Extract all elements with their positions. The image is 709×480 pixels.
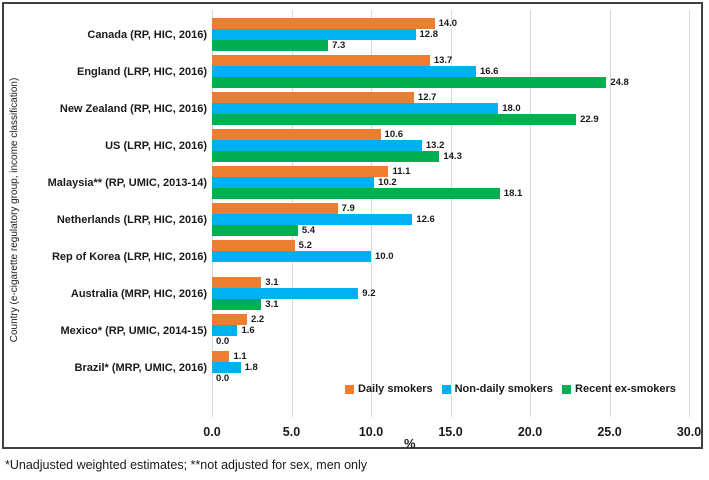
category-label: Mexico* (RP, UMIC, 2014-15) <box>60 324 207 337</box>
bar-non-daily-smokers <box>212 214 413 225</box>
value-label: 9.2 <box>362 288 376 299</box>
x-tick-label: 0.0 <box>203 425 221 439</box>
value-label: 18.1 <box>503 188 523 199</box>
gridline <box>530 10 531 417</box>
bar-non-daily-smokers <box>212 362 241 373</box>
category-label: Brazil* (MRP, UMIC, 2016) <box>74 361 207 374</box>
x-tick-label: 25.0 <box>597 425 622 439</box>
category-label: England (LRP, HIC, 2016) <box>77 65 207 78</box>
value-label: 12.8 <box>419 29 439 40</box>
legend-swatch-icon <box>345 384 354 394</box>
x-tick-label: 20.0 <box>517 425 543 439</box>
bar-non-daily-smokers <box>212 103 499 114</box>
value-label: 13.7 <box>433 55 453 66</box>
value-label: 5.2 <box>298 240 312 251</box>
value-label: 12.7 <box>417 92 437 103</box>
x-tick-label: 10.0 <box>358 425 384 439</box>
x-axis-title: % <box>404 436 416 451</box>
bar-recent-ex-smokers <box>212 151 440 162</box>
value-label: 1.6 <box>241 325 255 336</box>
x-tick-label: 30.0 <box>676 425 702 439</box>
legend-swatch-icon <box>562 384 572 394</box>
bar-non-daily-smokers <box>212 66 476 77</box>
value-label: 12.6 <box>416 214 435 225</box>
gridline <box>371 10 372 417</box>
legend-label: Non-daily smokers <box>454 383 554 395</box>
bar-daily-smokers <box>212 314 247 325</box>
y-axis-title: Country (e-cigarette regulatory group, i… <box>9 77 20 343</box>
bar-daily-smokers <box>212 351 230 362</box>
legend-item: Non-daily smokers <box>441 383 554 395</box>
bar-daily-smokers <box>212 18 435 29</box>
gridline <box>450 10 452 417</box>
legend-swatch-icon <box>441 384 451 394</box>
legend-item: Recent ex-smokers <box>562 383 676 395</box>
value-label: 7.9 <box>341 203 355 214</box>
bar-non-daily-smokers <box>212 251 371 262</box>
x-tick-label: 5.0 <box>282 425 301 439</box>
value-label: 1.8 <box>244 362 258 373</box>
value-label: 3.1 <box>265 277 279 288</box>
value-label: 13.2 <box>425 140 445 151</box>
value-label: 10.2 <box>378 177 397 188</box>
value-label: 5.4 <box>301 225 316 236</box>
bar-recent-ex-smokers <box>212 225 298 236</box>
bar-daily-smokers <box>212 166 389 177</box>
chart-legend: Daily smokers Non-daily smokers Recent ex-… <box>345 383 676 395</box>
gridline <box>609 10 611 417</box>
category-label: Canada (RP, HIC, 2016) <box>87 28 207 41</box>
category-label: US (LRP, HIC, 2016) <box>105 139 207 152</box>
value-label: 1.1 <box>233 351 247 362</box>
value-label: 0.0 <box>216 373 230 384</box>
bar-recent-ex-smokers <box>212 77 607 88</box>
value-label: 11.1 <box>392 166 411 177</box>
value-label: 14.0 <box>438 18 458 29</box>
bar-non-daily-smokers <box>212 29 416 40</box>
chart-frame: 14.0 12.8 7.3 13.7 16.6 24.8 12.7 18.0 22.9 10.6 1… <box>2 2 703 451</box>
bar-non-daily-smokers <box>212 140 422 151</box>
category-label: New Zealand (RP, HIC, 2016) <box>59 102 207 115</box>
value-label: 16.6 <box>479 66 499 77</box>
category-label: Rep of Korea (LRP, HIC, 2016) <box>51 250 207 263</box>
plot-area: 14.0 12.8 7.3 13.7 16.6 24.8 12.7 18.0 22.9 10.6 1… <box>212 10 690 417</box>
bar-recent-ex-smokers <box>212 188 500 199</box>
x-tick-label: 15.0 <box>438 425 463 439</box>
bar-daily-smokers <box>212 129 381 140</box>
bar-daily-smokers <box>212 203 338 214</box>
value-label: 24.8 <box>610 77 629 88</box>
category-label: Netherlands (LRP, HIC, 2016) <box>56 213 207 226</box>
bar-recent-ex-smokers <box>212 114 577 125</box>
value-label: 22.9 <box>580 114 599 125</box>
bar-recent-ex-smokers <box>212 299 262 310</box>
bar-daily-smokers <box>212 92 414 103</box>
gridline <box>689 10 690 417</box>
value-label: 3.1 <box>265 299 279 310</box>
legend-item: Daily smokers <box>345 383 433 395</box>
bar-non-daily-smokers <box>212 288 359 299</box>
legend-label: Recent ex-smokers <box>575 383 676 395</box>
bar-daily-smokers <box>212 240 295 251</box>
value-label: 7.3 <box>332 40 346 51</box>
value-label: 14.3 <box>443 151 462 162</box>
value-label: 18.0 <box>502 103 521 114</box>
value-label: 10.0 <box>375 251 394 262</box>
bar-daily-smokers <box>212 55 430 66</box>
category-label: Australia (MRP, HIC, 2016) <box>70 287 207 300</box>
value-label: 10.6 <box>384 129 404 140</box>
bar-daily-smokers <box>212 277 262 288</box>
category-label: Malaysia** (RP, UMIC, 2013-14) <box>47 176 207 189</box>
legend-label: Daily smokers <box>358 383 433 395</box>
value-label: 0.0 <box>216 336 230 347</box>
bar-recent-ex-smokers <box>212 40 329 51</box>
chart-footnote: *Unadjusted weighted estimates; **not ad… <box>5 458 368 472</box>
bar-non-daily-smokers <box>212 177 375 188</box>
bar-non-daily-smokers <box>212 325 238 336</box>
value-label: 2.2 <box>250 314 265 325</box>
